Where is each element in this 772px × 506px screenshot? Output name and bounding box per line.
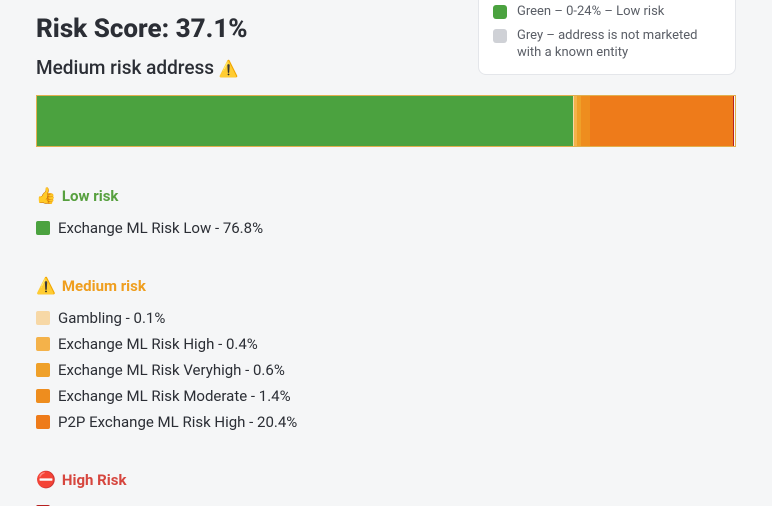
section-icon: ⚠️ [36,278,56,294]
section-title-text: Medium risk [62,277,146,295]
legend-swatch [493,5,507,19]
section-icon: 👍 [36,188,56,204]
legend-row: Grey – address is not marketed with a kn… [493,27,721,62]
item-label: Exchange ML Risk Low - 76.8% [58,219,263,237]
risk-score-value: 37.1% [176,14,248,44]
warning-icon: ⚠️ [219,59,239,78]
section-title: ⛔ High Risk [36,471,736,489]
item-swatch [36,363,50,377]
item-label: Exchange ML Risk Veryhigh - 0.6% [58,361,285,379]
section-title-text: High Risk [62,471,127,489]
section-title: ⚠️ Medium risk [36,277,736,295]
item-label: Exchange ML Risk High - 0.4% [58,335,258,353]
legend-text: Grey – address is not marketed with a kn… [517,27,721,62]
list-item: Exchange ML Risk High - 0.4% [36,335,736,353]
list-item: Exchange ML Risk Low - 76.8% [36,219,736,237]
list-item: P2P Exchange ML Risk High - 20.4% [36,413,736,431]
item-label: Exchange ML Risk Moderate - 1.4% [58,387,291,405]
section-title: 👍 Low risk [36,187,736,205]
section-icon: ⛔ [36,472,56,488]
section-items: Exchange ML Risk Low - 76.8% [36,219,736,237]
list-item: Exchange ML Risk Veryhigh - 0.6% [36,361,736,379]
legend-row: Green – 0-24% – Low risk [493,3,721,21]
item-swatch [36,311,50,325]
risk-bar-segment [37,96,573,146]
list-item: Exchange ML Risk Moderate - 1.4% [36,387,736,405]
legend-text: Green – 0-24% – Low risk [517,3,664,21]
risk-bar-segment [733,96,734,146]
risk-bar-segment [581,96,591,146]
risk-score-label: Risk Score: [36,14,169,44]
item-swatch [36,415,50,429]
legend-swatch [493,29,507,43]
item-label: P2P Exchange ML Risk High - 20.4% [58,413,297,431]
risk-bar [36,95,736,147]
risk-subtitle-text: Medium risk address [36,56,214,79]
item-label: Gambling - 0.1% [58,309,165,327]
item-swatch [36,221,50,235]
section-title-text: Low risk [62,187,119,205]
item-swatch [36,337,50,351]
item-swatch [36,389,50,403]
legend-box: Green – 0-24% – Low risk Grey – address i… [478,0,736,75]
section-items: Gambling - 0.1% Exchange ML Risk High - 0… [36,309,736,431]
risk-bar-segment [590,96,732,146]
list-item: Gambling - 0.1% [36,309,736,327]
